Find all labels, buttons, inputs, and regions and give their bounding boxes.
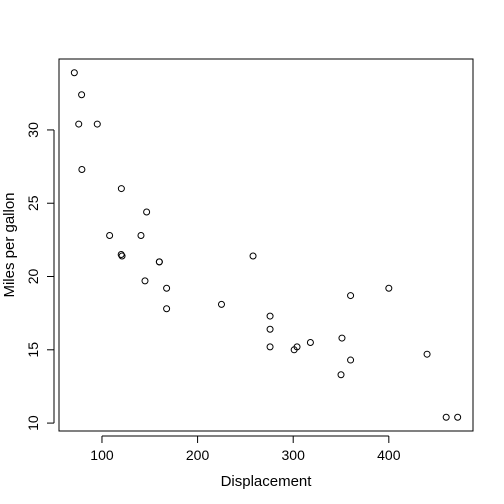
data-point <box>117 185 125 193</box>
data-point <box>78 166 86 174</box>
data-point <box>93 120 101 128</box>
data-point <box>290 346 298 354</box>
x-tick-label: 100 <box>90 447 114 463</box>
y-axis-label: Miles per gallon <box>1 192 18 297</box>
data-point <box>163 284 171 292</box>
data-point <box>306 338 314 346</box>
data-point <box>385 284 393 292</box>
data-point <box>106 231 114 239</box>
y-tick-label: 30 <box>25 122 41 138</box>
data-point <box>155 258 163 266</box>
data-point <box>442 413 450 421</box>
data-point <box>347 356 355 364</box>
y-tick-label: 15 <box>25 342 41 358</box>
data-point <box>141 277 149 285</box>
y-tick-label: 20 <box>25 269 41 285</box>
data-point <box>117 251 125 259</box>
x-axis-label: Displacement <box>221 473 313 490</box>
data-point <box>347 292 355 300</box>
x-tick-label: 200 <box>186 447 210 463</box>
data-point <box>454 413 462 421</box>
data-point <box>266 312 274 320</box>
data-point <box>337 371 345 379</box>
x-tick-label: 400 <box>377 447 401 463</box>
y-axis: 10 15 20 25 30 <box>25 122 55 431</box>
x-tick-label: 300 <box>282 447 306 463</box>
data-point <box>266 325 274 333</box>
data-point <box>137 231 145 239</box>
x-axis: 100 200 300 400 <box>90 435 401 463</box>
data-point <box>75 120 83 128</box>
data-point <box>266 343 274 351</box>
data-point <box>217 300 225 308</box>
data-point <box>423 350 431 358</box>
plot-area-border <box>58 58 474 432</box>
y-tick-label: 10 <box>25 415 41 431</box>
data-point <box>143 208 151 216</box>
y-tick-label: 25 <box>25 195 41 211</box>
data-point <box>118 252 126 260</box>
data-point <box>249 252 257 260</box>
data-point <box>70 69 78 77</box>
data-point <box>163 305 171 313</box>
data-points <box>70 69 462 421</box>
data-point <box>78 91 86 99</box>
data-point <box>338 334 346 342</box>
